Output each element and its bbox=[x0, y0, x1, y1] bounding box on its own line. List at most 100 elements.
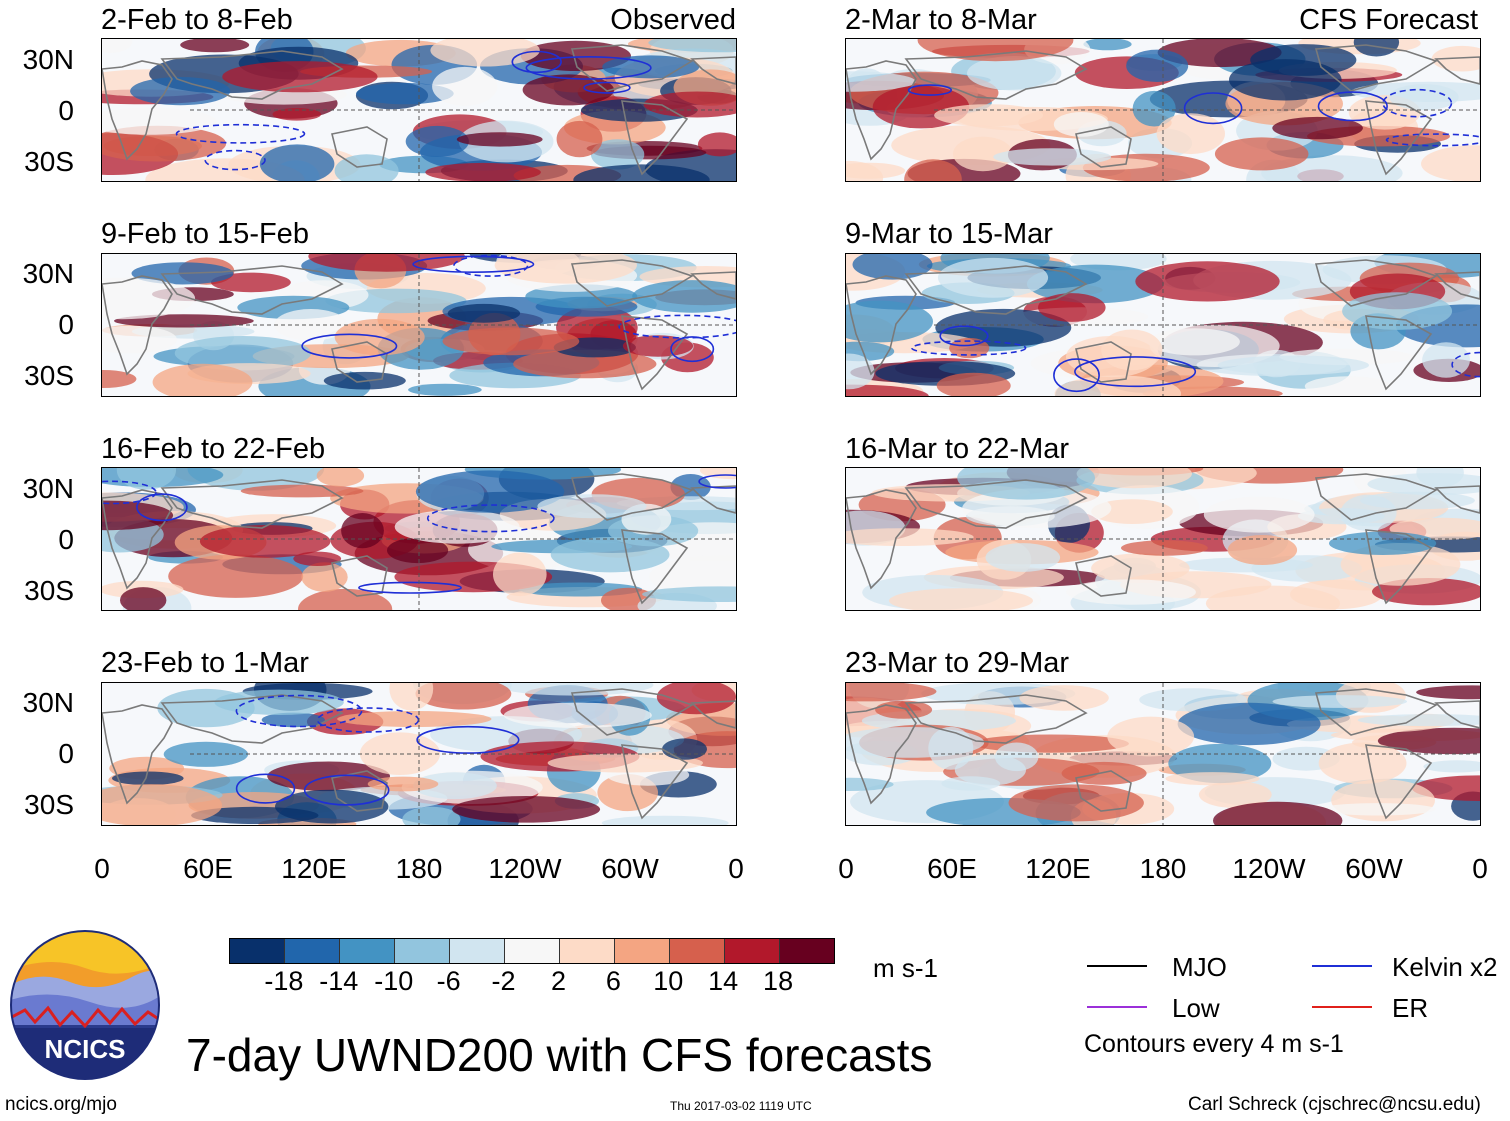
footer-url[interactable]: ncics.org/mjo bbox=[5, 1094, 117, 1115]
lon-label: 60E bbox=[183, 853, 233, 884]
logo-text: NCICS bbox=[45, 1034, 126, 1064]
coastline bbox=[570, 44, 694, 92]
coastline bbox=[160, 50, 344, 100]
wind-anomaly-blob bbox=[962, 488, 1112, 528]
map-panel bbox=[845, 467, 1481, 611]
kelvin-contour bbox=[910, 340, 1027, 356]
kelvin-contour bbox=[939, 325, 989, 347]
lon-label: 0 bbox=[838, 853, 854, 884]
coastline bbox=[621, 315, 689, 391]
wind-anomaly-blob bbox=[967, 56, 1062, 91]
lon-label: 120E bbox=[281, 853, 347, 884]
kelvin-contour bbox=[235, 773, 296, 804]
colorbar-swatch bbox=[725, 939, 780, 963]
wind-anomaly-blob bbox=[1177, 702, 1321, 746]
wind-anomaly-blob bbox=[994, 742, 1039, 772]
wind-anomaly-blob bbox=[405, 125, 469, 157]
wind-anomaly-blob bbox=[432, 66, 498, 106]
coastline bbox=[102, 60, 173, 161]
map-field bbox=[102, 39, 736, 181]
column-label-forecast: CFS Forecast bbox=[1299, 4, 1478, 36]
colorbar-swatch bbox=[505, 939, 560, 963]
colorbar-swatch bbox=[615, 939, 670, 963]
wind-anomaly-blob bbox=[367, 776, 439, 792]
lat-label: 0 bbox=[58, 524, 74, 555]
kelvin-contour bbox=[1382, 88, 1453, 118]
colorbar-label: 2 bbox=[550, 966, 566, 996]
wind-anomaly-blob bbox=[413, 772, 497, 800]
coastline bbox=[1365, 315, 1433, 391]
coastline bbox=[1365, 744, 1433, 820]
coastline bbox=[570, 473, 694, 521]
coastline bbox=[904, 265, 1088, 315]
map-field bbox=[102, 683, 736, 825]
coastline bbox=[904, 479, 1088, 529]
panel-title: 16-Mar to 22-Mar bbox=[845, 433, 1070, 465]
colorbar-label: 14 bbox=[708, 966, 739, 996]
wind-anomaly-blob bbox=[174, 336, 312, 371]
wind-anomaly-blob bbox=[308, 254, 465, 272]
wind-anomaly-blob bbox=[662, 738, 707, 760]
kelvin-contour bbox=[175, 123, 306, 144]
lon-label: 180 bbox=[1139, 853, 1187, 884]
kelvin-contour bbox=[525, 55, 652, 80]
wind-anomaly-blob bbox=[102, 370, 137, 388]
wind-anomaly-blob bbox=[1217, 355, 1369, 375]
wind-anomaly-blob bbox=[180, 39, 250, 53]
lon-label: 0 bbox=[1472, 853, 1488, 884]
kelvin-contour bbox=[1183, 92, 1243, 125]
map-field bbox=[846, 683, 1480, 825]
colorbar-label: -18 bbox=[264, 966, 304, 996]
coastline bbox=[1075, 341, 1132, 383]
wind-anomaly-blob bbox=[1329, 531, 1437, 555]
wind-anomaly-blob bbox=[917, 39, 1074, 62]
legend-label-mjo: MJO bbox=[1172, 952, 1227, 982]
wind-anomaly-blob bbox=[904, 159, 962, 181]
kelvin-contour bbox=[412, 255, 535, 274]
wind-anomaly-blob bbox=[656, 683, 736, 715]
colorbar-swatch bbox=[285, 939, 340, 963]
coastline bbox=[1075, 770, 1132, 812]
wind-anomaly-blob bbox=[456, 132, 543, 147]
wind-anomaly-blob bbox=[934, 104, 1044, 127]
coastline bbox=[1434, 271, 1480, 300]
wind-anomaly-blob bbox=[495, 683, 654, 696]
wind-anomaly-blob bbox=[513, 349, 657, 379]
legend-label-kelvin: Kelvin x2 bbox=[1392, 952, 1498, 982]
kelvin-contour bbox=[136, 493, 188, 522]
coastline bbox=[1314, 688, 1438, 736]
wind-anomaly-blob bbox=[452, 796, 601, 823]
coastline bbox=[1314, 259, 1438, 307]
wind-anomaly-blob bbox=[1297, 508, 1385, 525]
map-panel bbox=[101, 38, 737, 182]
lon-label: 180 bbox=[395, 853, 443, 884]
colorbar-swatch bbox=[560, 939, 615, 963]
wind-anomaly-blob bbox=[272, 108, 322, 121]
panel-title: 23-Mar to 29-Mar bbox=[845, 647, 1070, 679]
coastline bbox=[1314, 473, 1438, 521]
wind-anomaly-blob bbox=[1101, 329, 1163, 371]
coastline bbox=[1075, 126, 1132, 168]
wind-anomaly-blob bbox=[1416, 685, 1480, 700]
ncics-logo: NCICS bbox=[10, 930, 160, 1080]
kelvin-contour bbox=[670, 336, 715, 363]
kelvin-contour bbox=[1074, 356, 1197, 388]
coastline bbox=[570, 259, 694, 307]
coastline bbox=[690, 271, 736, 300]
kelvin-contour bbox=[511, 50, 562, 74]
legend-line-er bbox=[1312, 1006, 1372, 1008]
wind-anomaly-blob bbox=[1135, 261, 1280, 302]
wind-anomaly-blob bbox=[935, 308, 1072, 347]
wind-anomaly-blob bbox=[425, 162, 541, 181]
colorbar-label: -14 bbox=[319, 966, 359, 996]
lat-label: 30S bbox=[24, 360, 74, 391]
map-field bbox=[102, 468, 736, 610]
lat-label: 30N bbox=[22, 473, 74, 504]
wind-anomaly-blob bbox=[953, 136, 1013, 172]
colorbar-label: -2 bbox=[491, 966, 516, 996]
wind-anomaly-blob bbox=[402, 806, 461, 825]
map-panel bbox=[101, 253, 737, 397]
wind-anomaly-blob bbox=[643, 91, 736, 118]
legend-label-er: ER bbox=[1392, 993, 1429, 1023]
wind-anomaly-blob bbox=[846, 384, 929, 396]
